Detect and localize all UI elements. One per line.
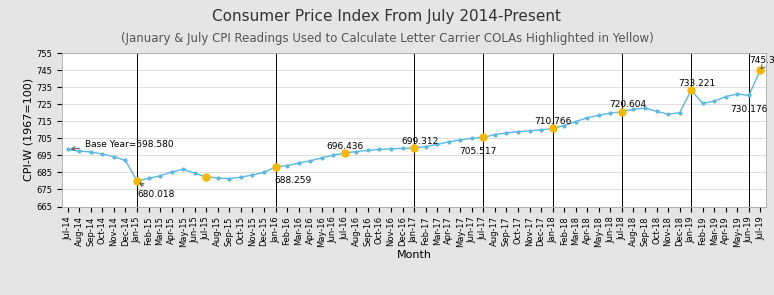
Text: 720.604: 720.604 xyxy=(609,100,646,109)
Text: (January & July CPI Readings Used to Calculate Letter Carrier COLAs Highlighted : (January & July CPI Readings Used to Cal… xyxy=(121,32,653,45)
Text: 688.259: 688.259 xyxy=(274,176,311,185)
Text: 745.376: 745.376 xyxy=(749,56,774,69)
Text: 710.766: 710.766 xyxy=(534,117,571,126)
Y-axis label: CPI-W (1967=100): CPI-W (1967=100) xyxy=(23,78,33,181)
Text: 696.436: 696.436 xyxy=(326,142,364,151)
Text: Base Year=698.580: Base Year=698.580 xyxy=(71,140,173,150)
Text: 705.517: 705.517 xyxy=(459,147,496,155)
Text: 680.018: 680.018 xyxy=(137,183,174,199)
Text: Consumer Price Index From July 2014-Present: Consumer Price Index From July 2014-Pres… xyxy=(213,9,561,24)
Text: 699.312: 699.312 xyxy=(401,137,439,146)
Text: 730.176: 730.176 xyxy=(730,104,768,114)
Text: 733.221: 733.221 xyxy=(679,79,715,88)
X-axis label: Month: Month xyxy=(396,250,432,260)
